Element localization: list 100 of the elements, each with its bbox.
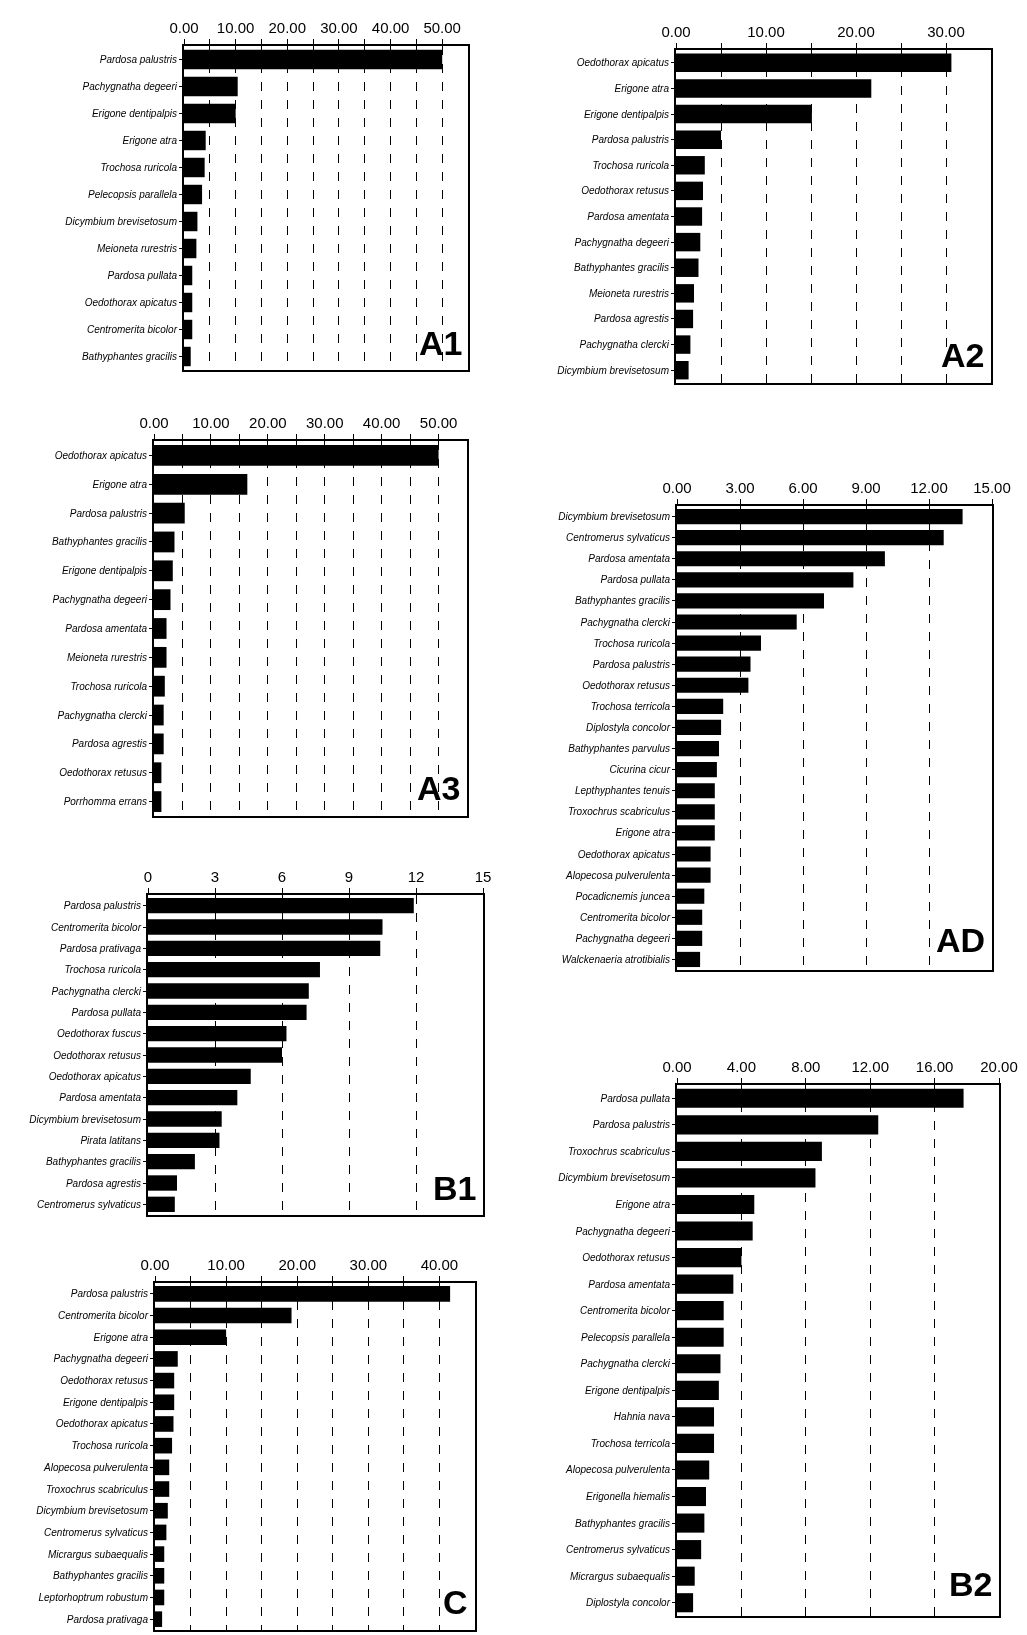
x-tick-label: 30.00 [320,19,358,36]
x-tick-label: 10.00 [747,23,785,40]
y-tick-label: Leptorhoptrum robustum [38,1591,148,1603]
y-tick-label: Dicymbium brevisetosum [29,1113,141,1125]
y-tick-label: Bathyphantes parvulus [568,743,670,755]
y-tick-label: Meioneta rurestris [96,243,177,254]
y-tick-label: Erigone dentipalpis [61,565,147,577]
y-tick-label: Centromerus sylvaticus [566,1544,670,1556]
y-tick-label: Troxochrus scabriculus [567,1145,670,1157]
y-tick-label: Trochosa terricola [590,700,671,712]
x-tick-label: 9 [344,868,354,885]
y-tick-label: Bathyphantes gracilis [45,1156,141,1168]
x-tick-label: 4.00 [726,1058,756,1075]
y-tick-label: Centromerita bicolor [579,1305,671,1317]
y-tick-label: Pardosa agrestis [65,1177,141,1189]
y-tick-label: Bathyphantes gracilis [52,1570,148,1582]
y-tick-label: Pardosa prativaga [59,942,142,954]
y-tick-label: Trochosa ruricola [71,1440,149,1452]
y-tick-label: Erigone atra [615,827,671,839]
y-tick-label: Centromerita bicolor [86,324,178,335]
y-tick-label: Pachygnatha degeeri [574,236,670,248]
x-tick-label: 10.00 [192,414,230,431]
y-tick-label: Micrargus subaequalis [47,1548,148,1560]
y-tick-label: Erigonella hiemalis [586,1491,670,1503]
x-tick-label: 30.00 [305,414,344,431]
y-tick-label: Oedothorax retusus [59,767,147,779]
y-tick-label: Oedothorax apicatus [84,297,177,308]
x-tick-label: 15.00 [973,479,1011,496]
y-tick-label: Centromerita bicolor [579,911,671,923]
y-tick-label: Oedothorax apicatus [55,1418,148,1430]
y-tick-label: Alopecosa pulverulenta [43,1461,149,1473]
y-tick-label: Dicymbium brevisetosum [36,1505,148,1517]
y-tick-label: Bathyphantes gracilis [574,595,670,607]
text: B2 [949,1565,993,1603]
y-tick-label: Erigone atra [93,1331,149,1343]
y-tick-label: Pardosa palustris [591,134,669,146]
y-tick-label: Pachygnatha degeeri [575,1225,671,1237]
y-tick-label: Pachygnatha clercki [51,985,142,997]
x-tick-label: 16.00 [915,1058,954,1075]
y-tick-label: Bathyphantes gracilis [81,351,177,362]
y-tick-label: Erigone dentipalpis [91,108,177,119]
y-tick-label: Oedothorax retusus [53,1049,141,1061]
y-tick-label: Pardosa pullata [600,1092,671,1104]
text: AD [936,921,986,959]
x-tick-label: 40.00 [362,414,401,431]
y-tick-label: Trochosa terricola [590,1437,671,1449]
y-tick-label: Oedothorax fuscus [57,1028,141,1040]
y-tick-label: Pachygnatha degeeri [82,81,178,92]
y-tick-label: Pocadicnemis juncea [575,890,671,902]
y-tick-label: Oedothorax apicatus [577,848,670,860]
y-tick-label: Alopecosa pulverulenta [565,869,671,881]
y-tick-label: Trochosa ruricola [593,637,671,649]
y-tick-label: Meioneta rurestris [66,651,147,663]
y-tick-label: Bathyphantes gracilis [51,536,147,548]
y-tick-label: Bathyphantes gracilis [574,1517,670,1529]
y-tick-label: Pardosa palustris [592,1119,670,1131]
y-tick-label: Centromerus sylvaticus [566,532,670,544]
x-tick-label: 20.00 [249,414,287,431]
y-tick-label: Pachygnatha clercki [580,616,671,628]
text: A1 [419,324,463,362]
x-tick-label: 9.00 [851,479,881,496]
y-tick-label: Trochosa ruricola [64,964,142,976]
y-tick-label: Erigone dentipalpis [583,108,669,120]
x-tick-label: 30.00 [349,1256,388,1273]
y-tick-label: Pardosa amentata [65,623,148,634]
x-tick-label: 3 [210,868,220,885]
y-tick-label: Pardosa palustris [63,900,141,912]
y-tick-label: Trochosa ruricola [592,159,670,171]
x-tick-label: 10.00 [207,1256,245,1273]
y-tick-label: Oedothorax apicatus [576,57,669,69]
y-tick-label: Pirata latitans [80,1134,141,1146]
y-tick-label: Pardosa prativaga [66,1613,149,1625]
y-tick-label: Cicurina cicur [609,764,671,776]
y-tick-label: Pardosa palustris [592,658,670,670]
y-tick-label: Oedothorax apicatus [54,449,147,461]
y-tick-label: Oedothorax retusus [582,679,670,691]
y-tick-label: Oedothorax apicatus [48,1070,141,1082]
y-tick-label: Pardosa pullata [71,1006,142,1018]
y-tick-label: Pachygnatha clercki [580,1358,671,1370]
y-tick-label: Pachygnatha degeeri [575,932,671,944]
x-tick-label: 8.00 [791,1058,821,1075]
x-tick-label: 12.00 [910,479,948,496]
y-tick-label: Pardosa agrestis [71,738,147,750]
y-tick-label: Lepthyphantes tenuis [574,785,670,797]
y-tick-label: Hahnia nava [613,1411,671,1423]
y-tick-label: Pachygnatha clercki [579,339,670,351]
text: A3 [417,769,461,807]
x-tick-label: 30.00 [927,23,965,40]
y-tick-label: Pardosa palustris [99,54,177,65]
y-tick-label: Erigone atra [615,1198,671,1210]
y-tick-label: Pelecopsis parallela [88,189,178,200]
y-tick-label: Erigone atra [614,82,670,94]
x-tick-label: 0 [143,868,153,885]
x-tick-label: 0.00 [169,19,199,36]
y-tick-label: Centromerita bicolor [57,1310,149,1322]
y-tick-label: Erigone dentipalpis [584,1384,670,1396]
y-tick-label: Pardosa palustris [70,1288,148,1300]
x-tick-label: 3.00 [725,479,755,496]
x-tick-label: 50.00 [423,19,461,36]
y-tick-label: Oedothorax retusus [60,1375,148,1387]
